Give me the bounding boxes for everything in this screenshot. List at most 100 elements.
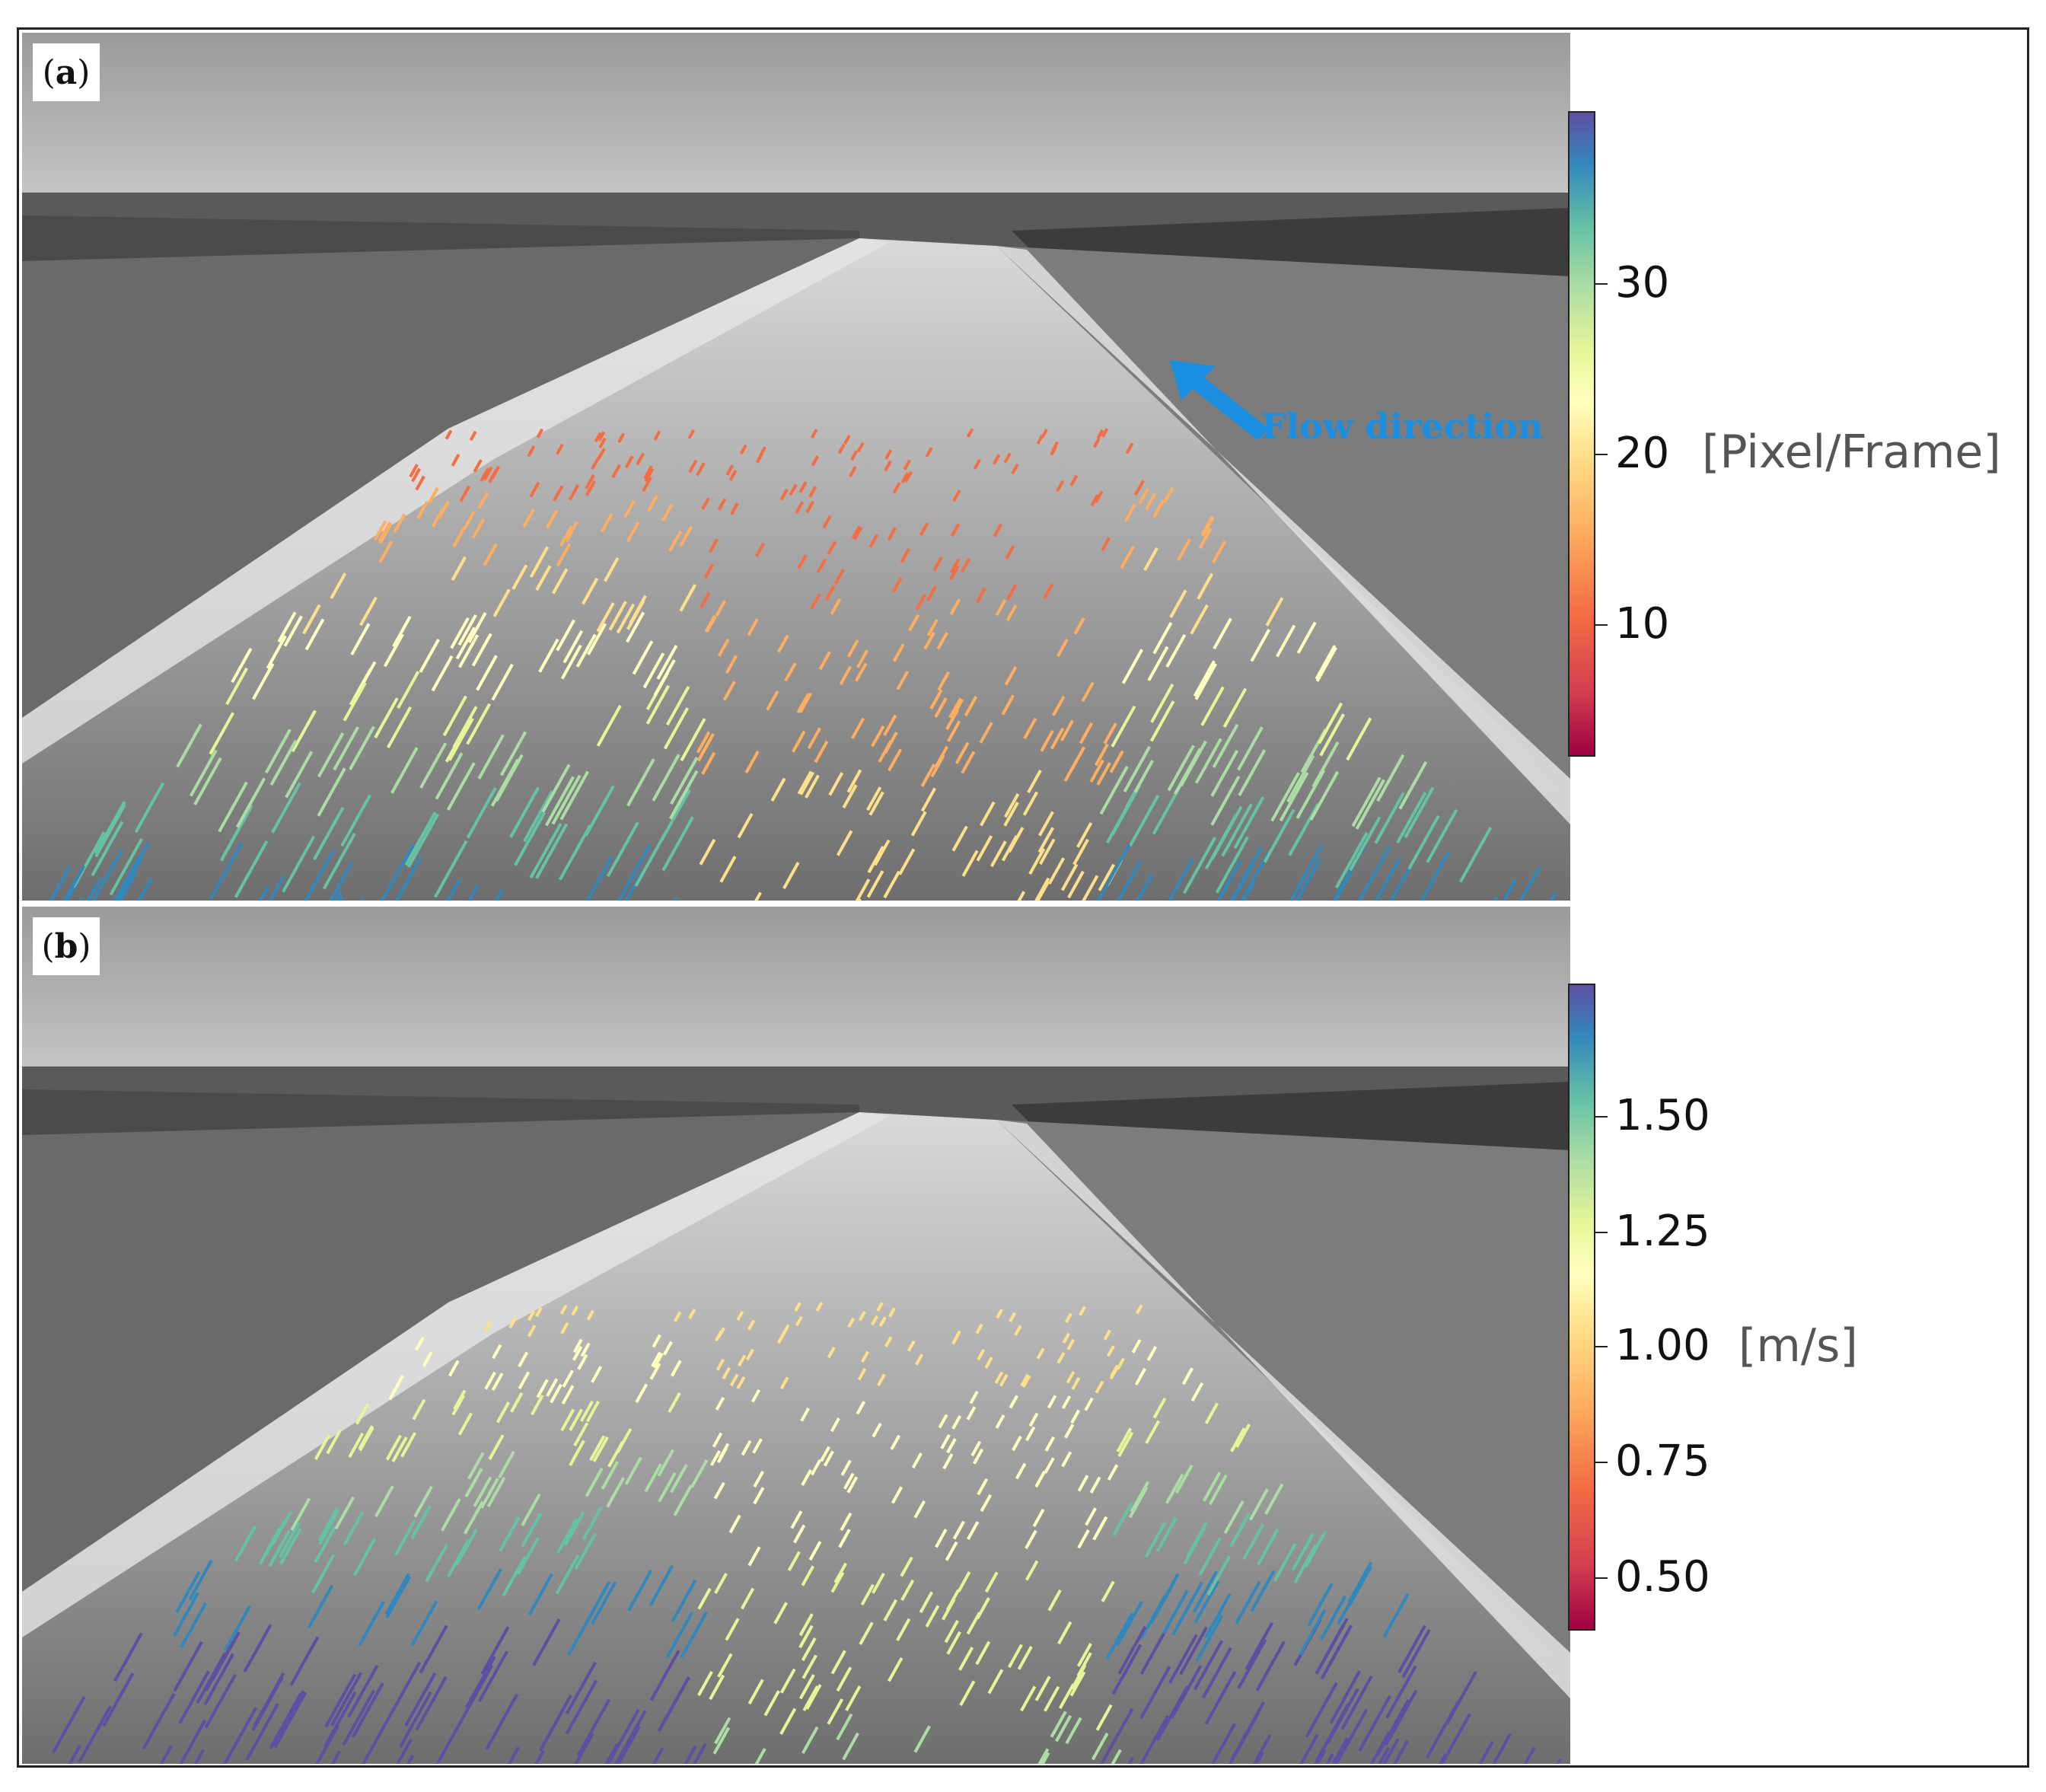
velocity-vector [473, 459, 483, 473]
velocity-vector [1101, 428, 1109, 438]
velocity-vector [234, 840, 269, 898]
velocity-vector [1319, 713, 1345, 757]
velocity-vector [91, 849, 123, 901]
velocity-vector [1123, 503, 1136, 522]
velocity-vector [709, 1674, 725, 1701]
velocity-vector [966, 428, 974, 438]
velocity-vector [925, 447, 933, 458]
velocity-vector [585, 1467, 604, 1497]
velocity-vector [527, 1573, 553, 1616]
velocity-vector [728, 470, 738, 482]
velocity-vector [782, 1324, 790, 1335]
velocity-vector [892, 643, 905, 662]
velocity-vector [1076, 821, 1093, 848]
velocity-vector [805, 500, 814, 514]
velocity-vector [52, 1696, 86, 1754]
velocity-vector [1355, 779, 1385, 830]
velocity-vector [1079, 1306, 1086, 1316]
velocity-vector [534, 1750, 545, 1764]
velocity-vector [1011, 463, 1019, 475]
velocity-vector [967, 1521, 980, 1540]
velocity-vector [596, 602, 615, 633]
velocity-vector [1210, 775, 1241, 826]
velocity-vector [390, 1661, 422, 1715]
velocity-vector [1369, 1731, 1391, 1764]
velocity-vector [304, 850, 335, 901]
velocity-vector [629, 595, 647, 624]
velocity-vector [597, 448, 606, 461]
velocity-vector [311, 1553, 336, 1594]
velocity-vectors-a [49, 428, 1557, 901]
colorbar-b-tick [1595, 1577, 1608, 1579]
velocity-vector [94, 804, 126, 858]
velocity-vector [644, 1463, 663, 1493]
velocity-vector [914, 1354, 924, 1366]
velocity-vector [717, 1653, 733, 1678]
velocity-vector [976, 1597, 990, 1620]
velocity-vector [795, 501, 805, 514]
velocity-vector [868, 791, 884, 816]
velocity-vector [722, 681, 736, 701]
velocity-vector [534, 546, 550, 570]
velocity-vector [582, 577, 599, 605]
velocity-vector [1040, 729, 1054, 752]
velocity-vector [598, 437, 607, 448]
velocity-vector [507, 1746, 520, 1764]
colorbar-b-tick-label: 0.50 [1615, 1552, 1710, 1602]
velocity-vector [766, 690, 779, 711]
velocity-vector [815, 1302, 824, 1312]
velocity-vector [378, 540, 394, 563]
velocity-vector [591, 456, 601, 470]
velocity-vector [378, 523, 393, 544]
velocity-vector [884, 1336, 893, 1347]
velocity-vector [1195, 1615, 1224, 1663]
velocity-vector [1077, 1475, 1089, 1492]
velocity-vector [857, 1367, 867, 1381]
velocity-vector [719, 856, 737, 883]
velocity-vector [569, 1408, 584, 1431]
velocity-vector [601, 512, 613, 533]
velocity-vector [1295, 769, 1326, 819]
velocity-vector [929, 689, 943, 710]
velocity-vector [480, 467, 490, 483]
velocity-vector [887, 527, 897, 541]
velocity-vector [1143, 547, 1158, 572]
velocity-vector [1052, 695, 1066, 716]
velocity-vector [473, 1476, 492, 1507]
velocity-vector [1235, 1580, 1261, 1625]
velocity-vector [670, 1463, 688, 1494]
velocity-vector [532, 1618, 561, 1666]
velocity-vector [134, 782, 165, 834]
velocity-vector [709, 538, 719, 553]
velocity-vector [1304, 1530, 1327, 1568]
velocity-vector [486, 1476, 506, 1508]
velocity-vector [527, 1325, 537, 1338]
velocity-vector [1071, 1376, 1081, 1390]
velocity-vector [1105, 791, 1137, 843]
velocity-vector [1329, 1669, 1362, 1724]
velocity-vector [753, 1487, 765, 1505]
velocity-vector [975, 1641, 991, 1666]
velocity-vector [1095, 490, 1104, 503]
velocity-vector [1162, 486, 1174, 504]
velocity-vector [1397, 1625, 1426, 1674]
velocity-vector [1478, 1740, 1494, 1764]
velocity-vector [1223, 1500, 1244, 1534]
velocity-vector [725, 1618, 740, 1641]
velocity-vector [1096, 762, 1111, 786]
velocity-vector [1315, 645, 1337, 680]
velocity-vector [555, 1554, 580, 1595]
velocity-vector [1084, 1397, 1094, 1411]
velocity-vector [509, 786, 540, 838]
velocity-vector [1061, 1451, 1072, 1468]
velocity-vector [315, 1725, 339, 1764]
velocity-vector [840, 1512, 852, 1532]
velocity-vector [189, 749, 218, 797]
velocity-vector [312, 806, 345, 861]
velocity-vector [591, 1366, 603, 1383]
velocity-vector [1249, 1488, 1269, 1521]
velocity-vector [340, 794, 371, 847]
velocity-vector [1168, 858, 1194, 901]
velocity-vector [193, 757, 222, 805]
velocity-vector [553, 485, 564, 502]
